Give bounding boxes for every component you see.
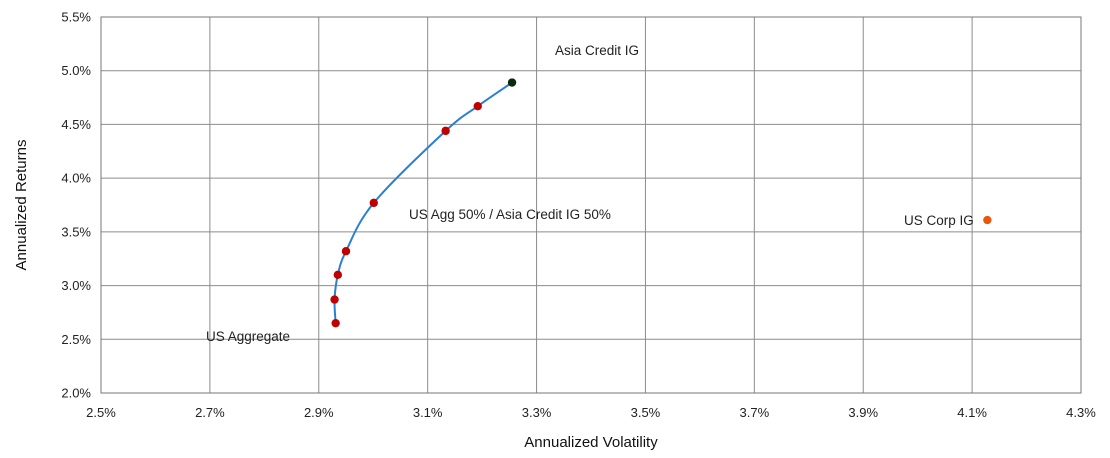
x-tick-label: 4.3%	[1066, 405, 1096, 420]
y-axis-ticks: 2.0% 2.5% 3.0% 3.5% 4.0% 4.5% 5.0% 5.5%	[61, 10, 91, 401]
x-axis-ticks: 2.5% 2.7% 2.9% 3.1% 3.3% 3.5% 3.7% 3.9% 4.1% 4.3%	[86, 405, 1096, 420]
data-points	[330, 78, 992, 328]
y-tick-label: 2.0%	[61, 386, 91, 401]
y-tick-label: 2.5%	[61, 332, 91, 347]
annotation-us-agg-asia-mix: US Agg 50% / Asia Credit IG 50%	[409, 207, 611, 222]
point-frontier	[441, 126, 450, 136]
x-tick-label: 4.1%	[957, 405, 987, 420]
y-tick-label: 5.5%	[61, 10, 91, 25]
y-tick-label: 5.0%	[61, 63, 91, 78]
x-axis-title: Annualized Volatility	[524, 434, 658, 451]
point-frontier	[473, 101, 482, 111]
y-tick-label: 4.0%	[61, 171, 91, 186]
point-frontier	[331, 318, 340, 328]
x-tick-label: 3.9%	[848, 405, 878, 420]
y-tick-label: 4.5%	[61, 117, 91, 132]
annotation-us-aggregate: US Aggregate	[206, 329, 290, 344]
point-frontier	[341, 246, 351, 256]
x-tick-label: 2.7%	[195, 405, 225, 420]
y-tick-label: 3.0%	[61, 278, 91, 293]
point-frontier	[330, 295, 339, 304]
x-tick-label: 3.3%	[522, 405, 552, 420]
efficient-frontier-line	[333, 81, 513, 324]
point-frontier	[369, 198, 378, 208]
annotation-asia-credit-ig: Asia Credit IG	[555, 43, 639, 58]
x-tick-label: 2.5%	[86, 405, 116, 420]
x-tick-label: 3.5%	[631, 405, 661, 420]
plot-area-frame	[100, 16, 1082, 394]
y-axis-title: Annualized Returns	[13, 140, 30, 271]
point-us-corp-ig	[983, 215, 992, 225]
point-frontier	[333, 270, 343, 280]
x-tick-label: 3.1%	[413, 405, 443, 420]
annotation-us-corp-ig: US Corp IG	[904, 213, 974, 228]
point-asia-credit-ig	[507, 78, 517, 87]
x-tick-label: 2.9%	[304, 405, 334, 420]
y-tick-label: 3.5%	[61, 224, 91, 239]
x-tick-label: 3.7%	[740, 405, 770, 420]
